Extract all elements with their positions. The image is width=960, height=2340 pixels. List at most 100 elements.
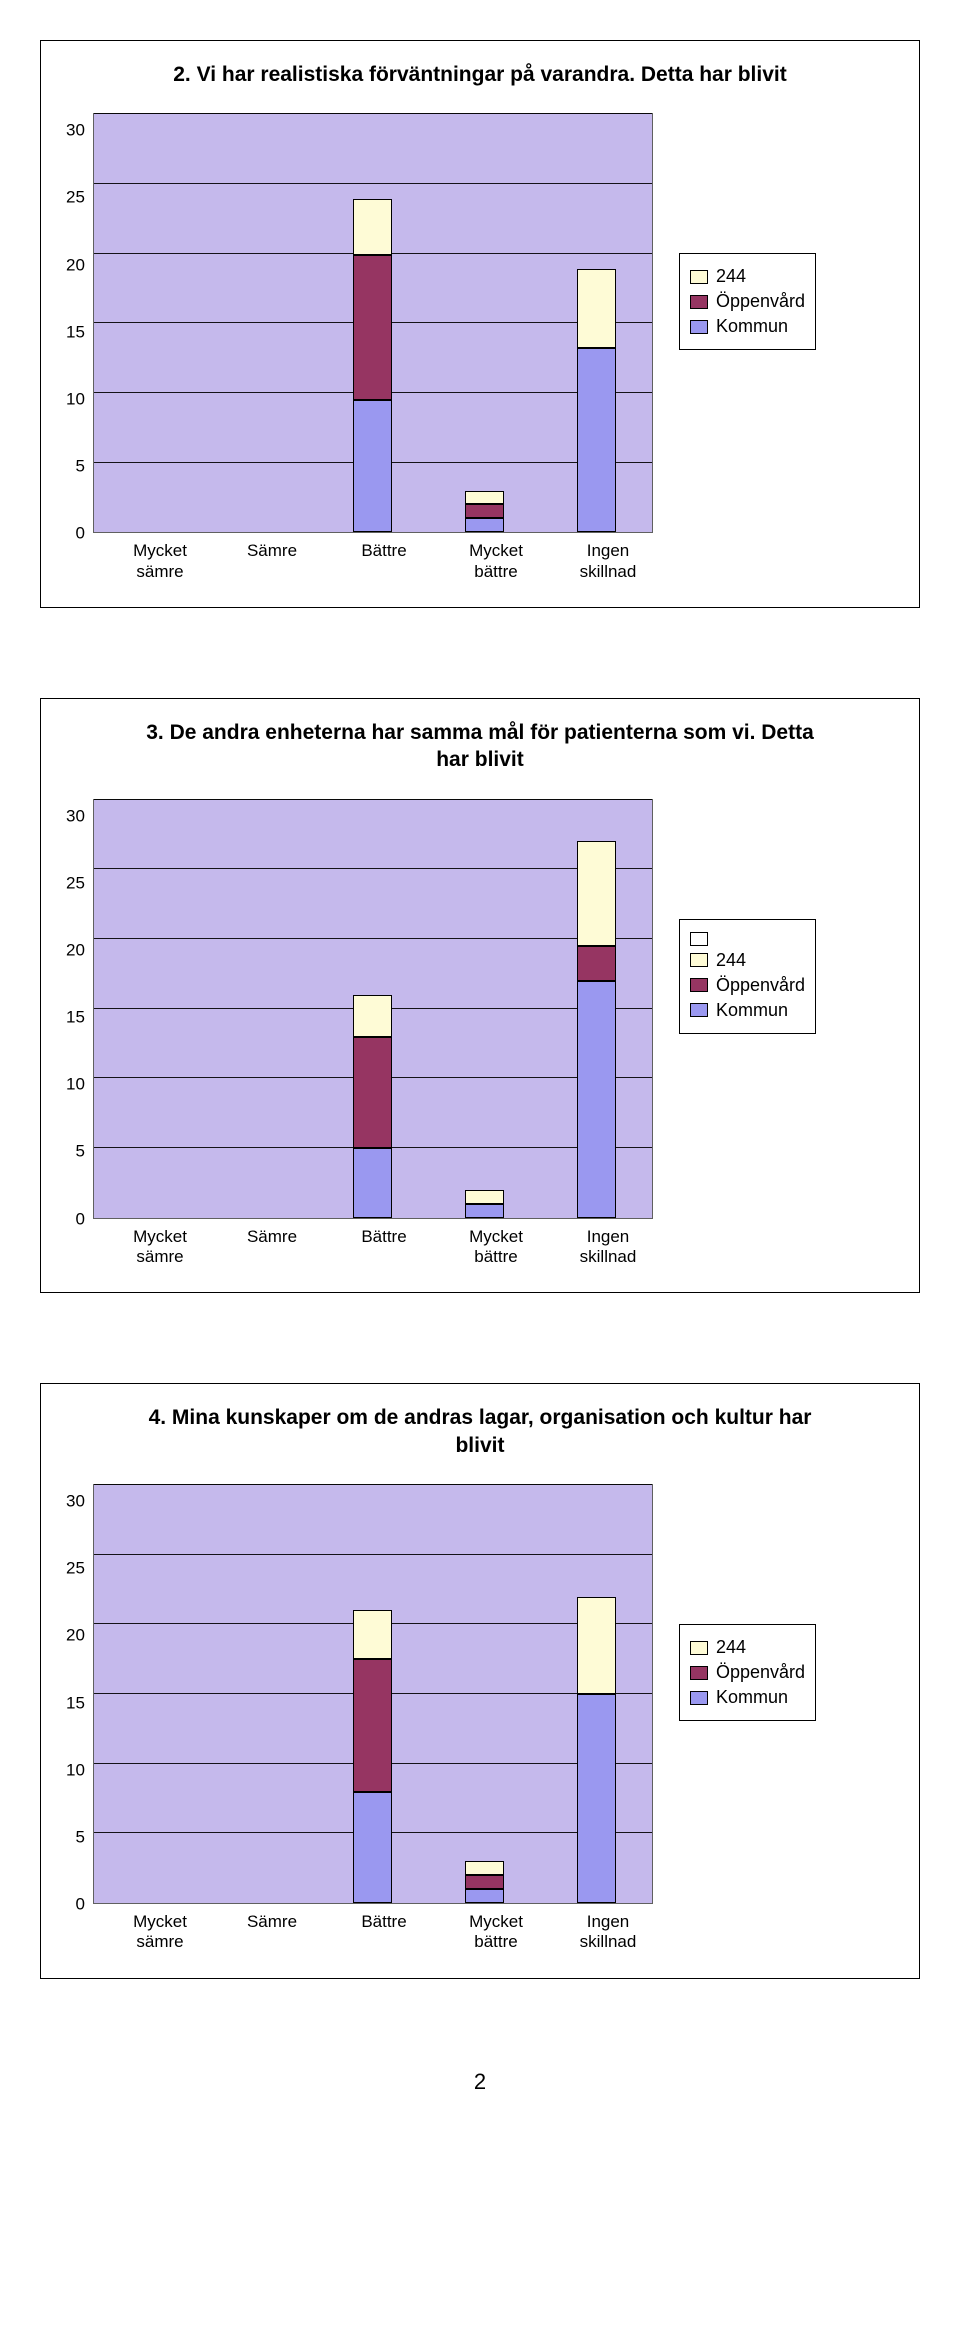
stacked-bar bbox=[465, 1190, 504, 1218]
bar-segment bbox=[577, 946, 616, 981]
legend-label: 244 bbox=[716, 266, 746, 287]
chart-title: 3. De andra enheterna har samma mål för … bbox=[66, 719, 894, 774]
y-tick: 0 bbox=[75, 1895, 84, 1912]
legend-swatch bbox=[690, 978, 708, 992]
bar-segment bbox=[353, 199, 392, 255]
bar-segment bbox=[353, 255, 392, 400]
y-tick: 20 bbox=[66, 256, 85, 273]
bar-segment bbox=[353, 995, 392, 1037]
gridline bbox=[94, 1554, 652, 1555]
stacked-bar bbox=[577, 269, 616, 532]
y-tick: 15 bbox=[66, 323, 85, 340]
stacked-bar bbox=[577, 841, 616, 1217]
page-number: 2 bbox=[40, 2069, 920, 2095]
y-tick: 20 bbox=[66, 941, 85, 958]
x-axis: MycketsämreSämreBättreMycketbättreIngens… bbox=[104, 533, 664, 582]
bar-segment bbox=[577, 269, 616, 348]
y-tick: 10 bbox=[66, 1076, 85, 1093]
x-label: Sämre bbox=[216, 1227, 328, 1268]
bar-segment bbox=[465, 1861, 504, 1875]
y-tick: 10 bbox=[66, 1761, 85, 1778]
y-tick: 20 bbox=[66, 1627, 85, 1644]
legend-swatch bbox=[690, 953, 708, 967]
gridline bbox=[94, 799, 652, 800]
x-label: Mycketsämre bbox=[104, 541, 216, 582]
x-label: Mycketbättre bbox=[440, 541, 552, 582]
y-axis: 302520151050 bbox=[66, 799, 93, 1219]
stacked-bar bbox=[353, 995, 392, 1218]
y-tick: 30 bbox=[66, 807, 85, 824]
y-tick: 15 bbox=[66, 1694, 85, 1711]
chart-frame-2: 3. De andra enheterna har samma mål för … bbox=[40, 698, 920, 1293]
bar-segment bbox=[353, 1148, 392, 1218]
x-label: Bättre bbox=[328, 1912, 440, 1953]
plot-area bbox=[93, 113, 653, 533]
stacked-bar bbox=[465, 1861, 504, 1903]
y-tick: 25 bbox=[66, 189, 85, 206]
y-tick: 15 bbox=[66, 1009, 85, 1026]
gridline bbox=[94, 113, 652, 114]
chart-title: 4. Mina kunskaper om de andras lagar, or… bbox=[66, 1404, 894, 1459]
legend-swatch-blank bbox=[690, 932, 708, 946]
bar-segment bbox=[353, 1792, 392, 1903]
y-tick: 10 bbox=[66, 390, 85, 407]
legend-label: Öppenvård bbox=[716, 291, 805, 312]
x-label: Ingenskillnad bbox=[552, 541, 664, 582]
legend-label: 244 bbox=[716, 1637, 746, 1658]
x-axis: MycketsämreSämreBättreMycketbättreIngens… bbox=[104, 1219, 664, 1268]
gridline bbox=[94, 938, 652, 939]
legend-swatch bbox=[690, 1003, 708, 1017]
legend-swatch bbox=[690, 1691, 708, 1705]
bar-segment bbox=[577, 981, 616, 1218]
bar-segment bbox=[353, 400, 392, 532]
x-label: Mycketbättre bbox=[440, 1912, 552, 1953]
gridline bbox=[94, 1484, 652, 1485]
x-label: Ingenskillnad bbox=[552, 1912, 664, 1953]
x-label: Sämre bbox=[216, 541, 328, 582]
stacked-bar bbox=[465, 491, 504, 533]
y-tick: 30 bbox=[66, 1493, 85, 1510]
legend: 244ÖppenvårdKommun bbox=[679, 1624, 816, 1721]
bar-segment bbox=[465, 491, 504, 505]
bar-segment bbox=[577, 1694, 616, 1903]
legend-label: Kommun bbox=[716, 316, 788, 337]
legend-swatch bbox=[690, 1641, 708, 1655]
legend-label: Öppenvård bbox=[716, 975, 805, 996]
x-label: Mycketsämre bbox=[104, 1912, 216, 1953]
bar-segment bbox=[465, 1875, 504, 1889]
legend-swatch bbox=[690, 320, 708, 334]
bar-segment bbox=[353, 1659, 392, 1791]
stacked-bar bbox=[577, 1597, 616, 1904]
y-tick: 30 bbox=[66, 122, 85, 139]
x-label: Mycketbättre bbox=[440, 1227, 552, 1268]
bar-segment bbox=[353, 1610, 392, 1659]
legend-label: Kommun bbox=[716, 1000, 788, 1021]
stacked-bar bbox=[353, 1610, 392, 1903]
y-tick: 0 bbox=[75, 1210, 84, 1227]
x-label: Mycketsämre bbox=[104, 1227, 216, 1268]
legend: 244 Öppenvård Kommun bbox=[679, 919, 816, 1034]
bar-segment bbox=[577, 841, 616, 946]
chart-frame-3: 4. Mina kunskaper om de andras lagar, or… bbox=[40, 1383, 920, 1978]
x-label: Bättre bbox=[328, 1227, 440, 1268]
bar-segment bbox=[465, 1204, 504, 1218]
chart-title: 2. Vi har realistiska förväntningar på v… bbox=[66, 61, 894, 88]
chart-frame-1: 2. Vi har realistiska förväntningar på v… bbox=[40, 40, 920, 608]
bar-segment bbox=[465, 518, 504, 532]
bar-segment bbox=[465, 1889, 504, 1903]
x-label: Bättre bbox=[328, 541, 440, 582]
legend-label: Kommun bbox=[716, 1687, 788, 1708]
y-tick: 25 bbox=[66, 1560, 85, 1577]
y-axis: 302520151050 bbox=[66, 1484, 93, 1904]
legend-swatch bbox=[690, 1666, 708, 1680]
bar-segment bbox=[577, 1597, 616, 1695]
y-tick: 5 bbox=[75, 1828, 84, 1845]
y-tick: 5 bbox=[75, 458, 84, 475]
x-label: Ingenskillnad bbox=[552, 1227, 664, 1268]
gridline bbox=[94, 183, 652, 184]
bar-segment bbox=[577, 348, 616, 532]
legend-label: 244 bbox=[716, 950, 746, 971]
bar-segment bbox=[353, 1037, 392, 1148]
x-label: Sämre bbox=[216, 1912, 328, 1953]
y-tick: 0 bbox=[75, 525, 84, 542]
